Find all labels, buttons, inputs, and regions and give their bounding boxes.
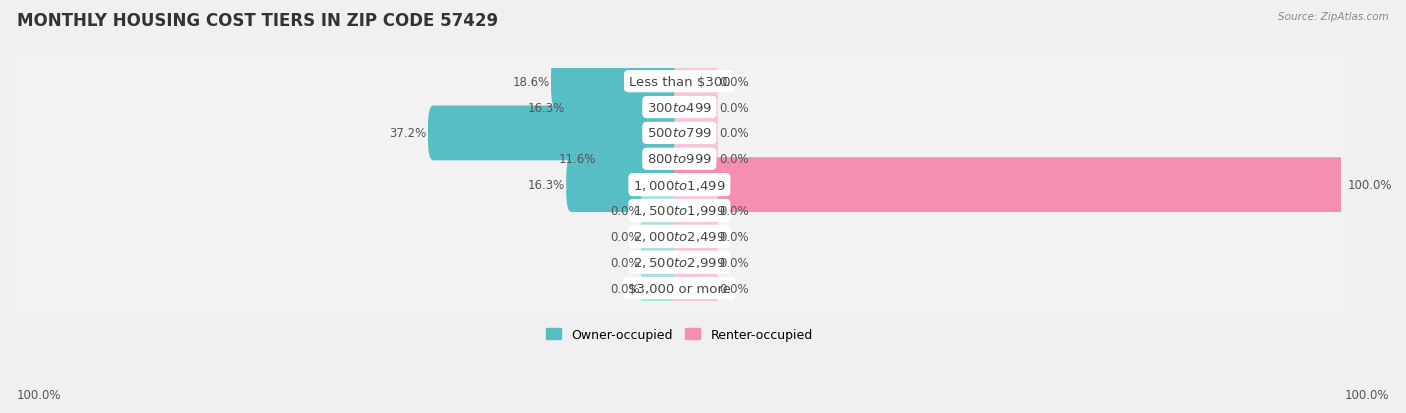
FancyBboxPatch shape xyxy=(567,81,685,135)
Text: 0.0%: 0.0% xyxy=(718,230,749,243)
FancyBboxPatch shape xyxy=(14,263,1344,313)
Text: 0.0%: 0.0% xyxy=(718,204,749,218)
Legend: Owner-occupied, Renter-occupied: Owner-occupied, Renter-occupied xyxy=(541,323,817,346)
Text: 100.0%: 100.0% xyxy=(1344,388,1389,401)
Text: $2,500 to $2,999: $2,500 to $2,999 xyxy=(633,256,725,270)
FancyBboxPatch shape xyxy=(14,186,1344,236)
Text: 0.0%: 0.0% xyxy=(610,256,640,269)
Text: 100.0%: 100.0% xyxy=(1348,179,1392,192)
Text: 16.3%: 16.3% xyxy=(527,179,565,192)
Text: 100.0%: 100.0% xyxy=(17,388,62,401)
Text: 0.0%: 0.0% xyxy=(718,282,749,295)
Text: $1,500 to $1,999: $1,500 to $1,999 xyxy=(633,204,725,218)
FancyBboxPatch shape xyxy=(673,184,718,238)
Text: MONTHLY HOUSING COST TIERS IN ZIP CODE 57429: MONTHLY HOUSING COST TIERS IN ZIP CODE 5… xyxy=(17,12,498,30)
FancyBboxPatch shape xyxy=(14,160,1344,211)
FancyBboxPatch shape xyxy=(673,55,718,109)
Text: 16.3%: 16.3% xyxy=(527,101,565,114)
FancyBboxPatch shape xyxy=(673,81,718,135)
FancyBboxPatch shape xyxy=(673,132,718,187)
FancyBboxPatch shape xyxy=(673,209,718,264)
Text: 0.0%: 0.0% xyxy=(718,76,749,88)
Text: 0.0%: 0.0% xyxy=(610,282,640,295)
Text: Source: ZipAtlas.com: Source: ZipAtlas.com xyxy=(1278,12,1389,22)
Text: $500 to $799: $500 to $799 xyxy=(647,127,711,140)
Text: $300 to $499: $300 to $499 xyxy=(647,101,711,114)
Text: 37.2%: 37.2% xyxy=(389,127,426,140)
Text: $1,000 to $1,499: $1,000 to $1,499 xyxy=(633,178,725,192)
Text: $2,000 to $2,499: $2,000 to $2,499 xyxy=(633,230,725,244)
FancyBboxPatch shape xyxy=(14,57,1344,107)
FancyBboxPatch shape xyxy=(673,235,718,290)
FancyBboxPatch shape xyxy=(567,158,685,213)
Text: 0.0%: 0.0% xyxy=(718,256,749,269)
FancyBboxPatch shape xyxy=(641,261,685,316)
FancyBboxPatch shape xyxy=(14,108,1344,159)
FancyBboxPatch shape xyxy=(641,184,685,238)
FancyBboxPatch shape xyxy=(673,158,1347,213)
Text: $800 to $999: $800 to $999 xyxy=(647,153,711,166)
Text: Less than $300: Less than $300 xyxy=(628,76,730,88)
FancyBboxPatch shape xyxy=(14,83,1344,133)
FancyBboxPatch shape xyxy=(641,209,685,264)
Text: 0.0%: 0.0% xyxy=(610,230,640,243)
FancyBboxPatch shape xyxy=(673,106,718,161)
FancyBboxPatch shape xyxy=(14,237,1344,288)
FancyBboxPatch shape xyxy=(427,106,685,161)
FancyBboxPatch shape xyxy=(14,134,1344,185)
Text: $3,000 or more: $3,000 or more xyxy=(628,282,731,295)
Text: 0.0%: 0.0% xyxy=(718,101,749,114)
Text: 0.0%: 0.0% xyxy=(718,127,749,140)
FancyBboxPatch shape xyxy=(14,211,1344,262)
Text: 0.0%: 0.0% xyxy=(718,153,749,166)
Text: 0.0%: 0.0% xyxy=(610,204,640,218)
FancyBboxPatch shape xyxy=(673,261,718,316)
FancyBboxPatch shape xyxy=(551,55,685,109)
FancyBboxPatch shape xyxy=(641,235,685,290)
FancyBboxPatch shape xyxy=(598,132,685,187)
Text: 11.6%: 11.6% xyxy=(558,153,596,166)
Text: 18.6%: 18.6% xyxy=(512,76,550,88)
